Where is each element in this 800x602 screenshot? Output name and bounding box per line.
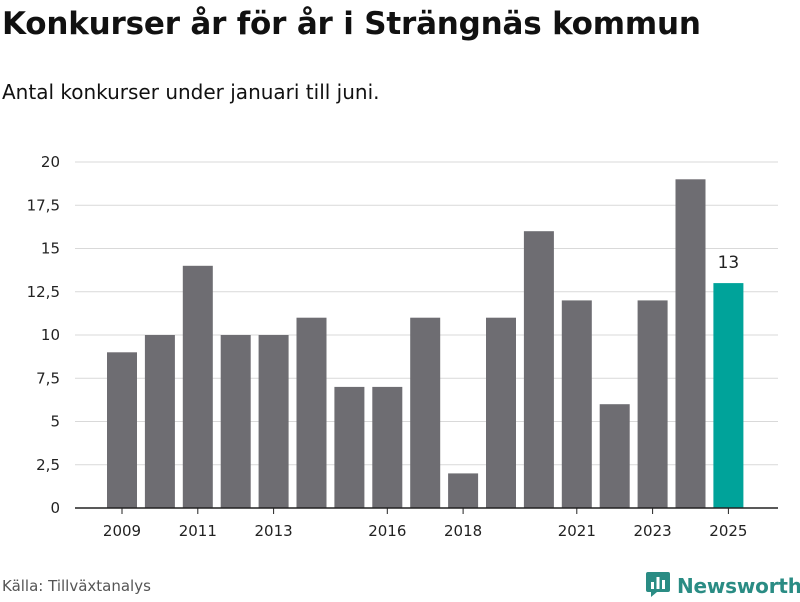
bar	[144, 335, 175, 508]
newsworthy-logo[interactable]: Newsworthy	[645, 571, 800, 601]
bar	[372, 386, 403, 508]
y-tick-label: 17,5	[27, 196, 60, 214]
source-note: Källa: Tillväxtanalys	[2, 577, 151, 595]
y-tick-label: 10	[41, 326, 60, 344]
bar	[107, 352, 137, 508]
x-tick-label: 2018	[444, 522, 482, 540]
bar	[561, 300, 592, 508]
x-tick-label: 2023	[634, 522, 672, 540]
x-tick-label: 2011	[179, 522, 217, 540]
y-tick-label: 12,5	[27, 283, 60, 301]
highlight-bar	[713, 283, 744, 508]
bar	[448, 473, 479, 508]
highlight-value-label: 13	[718, 253, 740, 273]
bar	[599, 404, 630, 508]
axes	[75, 507, 778, 514]
bar	[637, 300, 668, 508]
bar	[410, 317, 441, 508]
x-tick-label: 2013	[255, 522, 293, 540]
chart-subtitle: Antal konkurser under januari till juni.	[2, 80, 380, 104]
x-tick-label: 2021	[558, 522, 596, 540]
y-tick-label: 15	[41, 240, 60, 258]
bar	[675, 179, 706, 509]
x-tick-label: 2025	[709, 522, 747, 540]
chart-title: Konkurser år för år i Strängnäs kommun	[2, 6, 701, 42]
y-tick-label: 5	[50, 413, 60, 431]
bar	[182, 265, 213, 508]
bar	[220, 335, 251, 508]
brand-name: Newsworthy	[677, 574, 800, 598]
x-tick-label: 2009	[103, 522, 141, 540]
bar	[523, 231, 554, 508]
y-tick-label: 7,5	[36, 369, 60, 387]
y-tick-label: 0	[50, 499, 60, 517]
bar-chart-logo-icon	[645, 570, 671, 602]
bar	[258, 335, 289, 508]
x-tick-label: 2016	[368, 522, 406, 540]
bar	[296, 317, 327, 508]
y-tick-label: 20	[41, 153, 60, 171]
y-tick-label: 2,5	[36, 456, 60, 474]
bar	[486, 317, 516, 508]
bars	[107, 179, 744, 509]
bar	[334, 386, 365, 508]
